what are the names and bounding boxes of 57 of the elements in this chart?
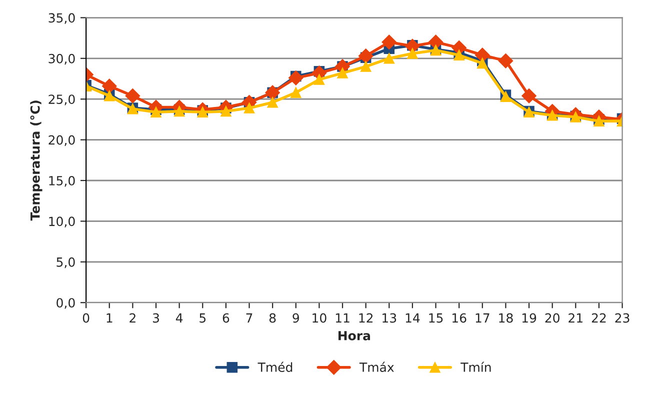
y-axis-title: Temperatura (°C) (30, 100, 42, 221)
x-tick-label: 20 (545, 313, 560, 323)
x-tick-label: 14 (406, 313, 420, 323)
x-tick-label: 8 (269, 313, 276, 323)
x-tick-label: 1 (106, 313, 112, 323)
point (244, 102, 255, 114)
x-tick-label: 18 (499, 313, 513, 323)
point (360, 61, 372, 72)
point (290, 87, 302, 98)
point (150, 106, 162, 118)
point (407, 48, 418, 59)
point (475, 48, 490, 63)
point (314, 74, 325, 85)
x-tick-label: 3 (152, 313, 159, 323)
y-tick-label: 10,0 (49, 216, 75, 228)
point (337, 68, 348, 78)
point (102, 78, 117, 94)
point (220, 106, 232, 117)
x-tick-label: 5 (200, 313, 206, 323)
y-tick-label: 25,0 (48, 94, 75, 106)
x-tick-label: 17 (476, 313, 490, 323)
point (522, 88, 536, 104)
x-tick-label: 0 (82, 313, 90, 323)
legend-label: Tméd (258, 362, 292, 372)
x-tick-label: 21 (568, 313, 582, 323)
legend-label: Tmáx (359, 362, 394, 372)
x-tick-label: 12 (359, 313, 373, 323)
x-tick-label: 2 (130, 313, 136, 323)
point (125, 88, 140, 104)
point (288, 70, 304, 86)
x-tick-label: 22 (592, 313, 606, 323)
point (382, 34, 397, 50)
x-tick-label: 9 (292, 313, 299, 323)
y-tick-label: 30,0 (48, 54, 75, 65)
x-tick-label: 16 (452, 313, 466, 323)
point (477, 58, 488, 69)
point (454, 50, 464, 61)
point (267, 96, 278, 108)
y-tick-label: 5,0 (56, 257, 75, 268)
point (384, 53, 395, 64)
legend-label: Tmín (460, 362, 491, 372)
y-tick-label: 35,0 (48, 13, 75, 24)
x-tick-label: 10 (312, 313, 326, 323)
x-tick-label: 23 (615, 313, 630, 323)
y-tick-label: 20,0 (48, 135, 75, 146)
x-tick-label: 6 (222, 313, 230, 323)
x-tick-label: 19 (522, 313, 536, 323)
y-tick-label: 0,0 (56, 298, 75, 309)
x-tick-label: 13 (382, 313, 396, 323)
y-tick-label: 15,0 (49, 176, 75, 187)
point (358, 48, 374, 64)
x-tick-label: 11 (336, 313, 350, 323)
point (498, 53, 514, 68)
x-tick-label: 15 (429, 313, 443, 323)
x-tick-label: 4 (176, 313, 183, 323)
x-tick-label: 7 (246, 313, 252, 323)
x-axis-title: Hora (338, 331, 370, 340)
